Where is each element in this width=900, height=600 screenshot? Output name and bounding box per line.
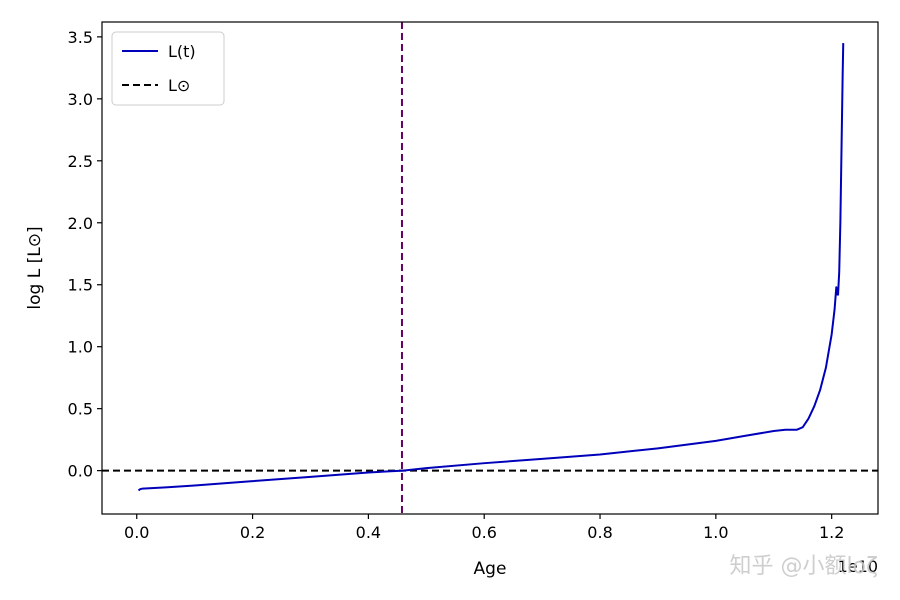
y-tick-label: 0.0 [68, 462, 93, 481]
y-tick-label: 1.0 [68, 338, 93, 357]
x-axis: 0.0 0.2 0.4 0.6 0.8 1.0 1.2 [124, 514, 844, 542]
x-tick-label: 0.2 [240, 523, 265, 542]
y-axis-label: log L [L⊙] [25, 226, 45, 309]
y-axis: 0.0 0.5 1.0 1.5 2.0 2.5 3.0 3.5 [68, 28, 102, 481]
watermark: 知乎 @小额lοζ [729, 554, 878, 579]
legend-label: L(t) [168, 42, 196, 61]
y-tick-label: 3.5 [68, 28, 93, 47]
y-tick-label: 1.5 [68, 276, 93, 295]
y-tick-label: 0.5 [68, 400, 93, 419]
x-axis-scale-label: 1e10 [838, 557, 878, 576]
series-line-l-t [137, 43, 845, 492]
y-tick-label: 2.0 [68, 214, 93, 233]
y-tick-label: 2.5 [68, 152, 93, 171]
legend-label: L⊙ [168, 76, 190, 95]
x-tick-label: 0.6 [471, 523, 496, 542]
x-tick-label: 0.0 [124, 523, 149, 542]
x-tick-label: 1.2 [819, 523, 844, 542]
x-tick-label: 0.4 [356, 523, 381, 542]
plot-frame [101, 21, 879, 515]
x-axis-label: Age [474, 559, 507, 579]
x-tick-label: 1.0 [703, 523, 728, 542]
legend: L(t) L⊙ [111, 31, 225, 106]
x-tick-label: 0.8 [587, 523, 612, 542]
y-tick-label: 3.0 [68, 90, 93, 109]
plot-area [101, 21, 879, 515]
